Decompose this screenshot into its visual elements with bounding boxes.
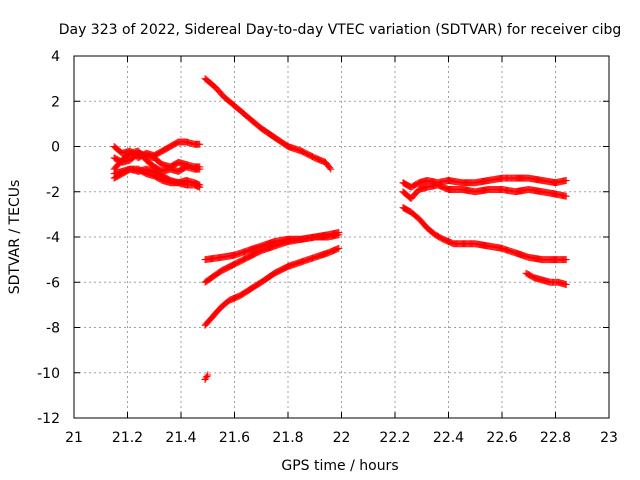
- series-arc-a5: [110, 165, 204, 189]
- chart-title: Day 323 of 2022, Sidereal Day-to-day VTE…: [59, 22, 622, 38]
- data-point: [562, 256, 570, 264]
- data-point: [562, 176, 570, 184]
- y-tick-label: 2: [51, 94, 60, 110]
- y-tick-labels: 4 2 0 -2 -4 -6 -8 -10 -12: [37, 49, 60, 427]
- data-point: [203, 373, 211, 381]
- data-points: [110, 75, 570, 384]
- series-arc-c3: [399, 204, 570, 264]
- data-point: [327, 165, 335, 173]
- x-tick-label: 21.6: [219, 430, 250, 446]
- x-tick-label: 22.8: [540, 430, 571, 446]
- series-arc-c4: [522, 269, 570, 289]
- x-axis-label: GPS time / hours: [281, 458, 398, 474]
- series-arc-b3: [201, 228, 343, 286]
- data-point: [204, 371, 212, 379]
- x-tick-label: 21.8: [272, 430, 303, 446]
- y-tick-label: -6: [46, 275, 60, 291]
- x-tick-labels: 21 21.2 21.4 21.6 21.8 22 22.2 22.4 22.6 22.8 23: [65, 430, 618, 446]
- data-point: [196, 181, 204, 189]
- data-point: [326, 164, 334, 172]
- x-tick-label: 21.2: [112, 430, 143, 446]
- series-arc-b5: [201, 371, 212, 384]
- data-point: [335, 244, 343, 252]
- x-tick-label: 21.4: [165, 430, 196, 446]
- y-tick-label: -2: [46, 185, 60, 201]
- data-point: [201, 376, 209, 384]
- x-tick-label: 22.2: [379, 430, 410, 446]
- series-arc-b4: [201, 244, 343, 329]
- y-tick-label: -10: [37, 366, 60, 382]
- data-point: [562, 192, 570, 200]
- y-tick-label: 0: [51, 140, 60, 156]
- series-arc-a3: [110, 147, 204, 175]
- data-point: [196, 165, 204, 173]
- x-tick-label: 22.6: [486, 430, 517, 446]
- data-point: [202, 374, 210, 382]
- data-point: [335, 228, 343, 236]
- x-tick-label: 23: [600, 430, 618, 446]
- series-arc-b1: [201, 75, 335, 173]
- y-axis-label: SDTVAR / TECUs: [7, 180, 23, 295]
- x-tick-label: 21: [65, 430, 83, 446]
- y-tick-label: 4: [51, 49, 60, 65]
- y-tick-label: -12: [37, 411, 60, 427]
- y-tick-label: -8: [46, 321, 60, 337]
- series-arc-c2: [399, 181, 570, 203]
- y-tick-label: -4: [46, 230, 60, 246]
- x-tick-label: 22: [333, 430, 351, 446]
- x-tick-label: 22.4: [433, 430, 464, 446]
- data-point: [562, 281, 570, 289]
- data-point: [196, 140, 204, 148]
- plot-border: [73, 55, 610, 419]
